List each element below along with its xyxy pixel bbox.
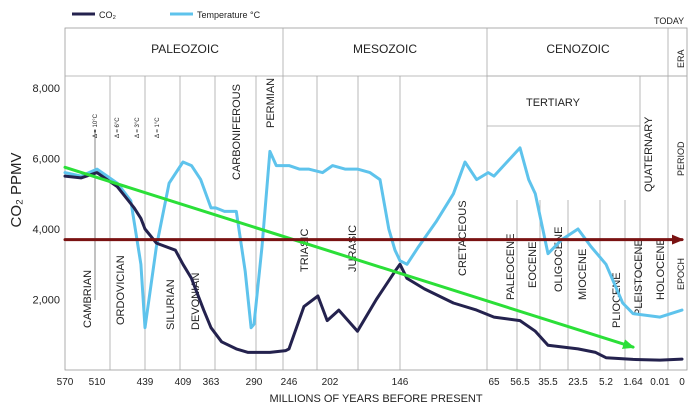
epoch-label-eocene: EOCENE	[527, 242, 539, 288]
x-tick-labels: 570 510 439 409 363 290 246 202 146 65 56.5 35.5 23.…	[57, 377, 686, 388]
y-tick-label: 8,000	[32, 83, 60, 95]
x-tick-label: 290	[246, 377, 263, 388]
x-tick-label: 35.5	[538, 377, 558, 388]
x-tick-label: 409	[175, 377, 192, 388]
y-tick-labels: 2,000 4,000 6,000 8,000	[32, 83, 60, 307]
x-axis-label: MILLIONS OF YEARS BEFORE PRESENT	[269, 393, 482, 405]
x-tick-label: 439	[137, 377, 154, 388]
period-label-tertiary: TERTIARY	[526, 97, 581, 109]
band-label-period: PERIOD	[676, 141, 686, 176]
x-tick-label: 5.2	[599, 377, 613, 388]
epoch-label-pleistocene: PLEISTOCENE	[633, 239, 645, 316]
legend-temp-label: Temperature °C	[197, 10, 261, 20]
epoch-label-triasic: TRIASIC	[299, 229, 311, 272]
legend: CO₂ Temperature °C	[72, 10, 261, 20]
today-label: TODAY	[654, 16, 684, 26]
y-tick-label: 4,000	[32, 224, 60, 236]
epoch-label-devonian: DEVONIAN	[190, 272, 202, 330]
epoch-label-miocene: MIOCENE	[577, 249, 589, 300]
temp-marker-10: Δ = 10°C	[93, 113, 99, 138]
era-label-mesozoic: MESOZOIC	[353, 42, 417, 56]
epoch-label-cambrian: CAMBRIAN	[82, 270, 94, 328]
epoch-label-silurian: SILURIAN	[165, 279, 177, 330]
y-axis-label: CO₂ PPMV	[8, 153, 25, 228]
legend-co2-label: CO₂	[99, 10, 117, 20]
x-tick-label: 23.5	[568, 377, 588, 388]
temp-marker-1: Δ = 1°C	[155, 117, 161, 138]
x-tick-label: 0	[679, 377, 685, 388]
era-label-paleozoic: PALEOZOIC	[151, 42, 219, 56]
epoch-label-paleocene: PALEOCENE	[505, 234, 517, 300]
epoch-labels: CAMBRIAN ORDOVICIAN SILURIAN DEVONIAN TR…	[82, 225, 667, 330]
x-tick-label: 570	[57, 377, 74, 388]
x-tick-label: 363	[203, 377, 220, 388]
period-label-permian: PERMIAN	[265, 78, 277, 128]
legend-band	[0, 0, 700, 28]
x-tick-label: 246	[281, 377, 298, 388]
x-tick-label: 146	[392, 377, 409, 388]
era-label-cenozoic: CENOZOIC	[546, 42, 610, 56]
y-tick-label: 6,000	[32, 154, 60, 166]
x-tick-label: 65	[488, 377, 500, 388]
x-tick-label: 202	[322, 377, 339, 388]
x-tick-label: 0.01	[650, 377, 670, 388]
x-tick-label: 510	[89, 377, 106, 388]
epoch-label-jurasic: JURASIC	[347, 225, 359, 272]
temp-markers: Δ = 10°C Δ = 6°C Δ = 3°C Δ = 1°C	[93, 113, 161, 300]
temperature-series-line	[63, 146, 684, 330]
epoch-label-ordovician: ORDOVICIAN	[115, 255, 127, 325]
band-label-epoch: EPOCH	[676, 258, 686, 290]
green-trend-arrow	[63, 165, 635, 349]
series-layer	[63, 146, 684, 362]
period-label-quaternary: QUATERNARY	[643, 116, 655, 192]
period-label-carboniferous: CARBONIFEROUS	[231, 84, 243, 180]
y-tick-label: 2,000	[32, 295, 60, 307]
band-label-era: ERA	[676, 49, 686, 68]
x-tick-label: 1.64	[623, 377, 643, 388]
temp-marker-6: Δ = 6°C	[115, 117, 121, 138]
x-tick-label: 56.5	[510, 377, 530, 388]
plot-area	[64, 27, 688, 371]
temp-marker-3: Δ = 3°C	[135, 117, 141, 138]
epoch-label-holocene: HOLOCENE	[655, 238, 667, 300]
epoch-label-oligocene: OLIGOCENE	[553, 227, 565, 292]
